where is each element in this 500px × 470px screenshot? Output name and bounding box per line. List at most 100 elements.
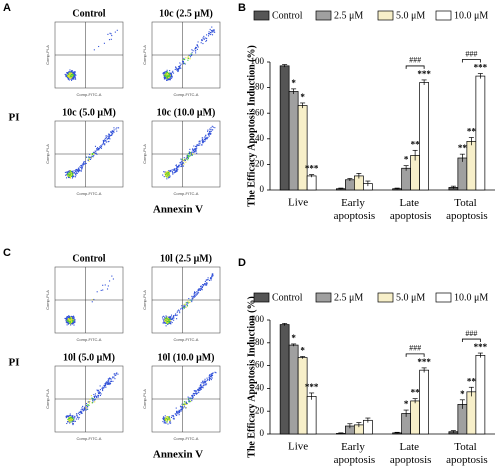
- dot: [214, 31, 216, 33]
- dot: [184, 403, 186, 405]
- dot: [192, 296, 195, 298]
- dot: [200, 144, 202, 146]
- dot: [106, 138, 108, 140]
- dot: [70, 71, 72, 73]
- dot: [196, 48, 198, 50]
- dot: [174, 68, 176, 71]
- dot: [192, 149, 195, 152]
- dot: [93, 155, 95, 157]
- dot: [177, 166, 179, 168]
- dot: [72, 323, 74, 325]
- dot: [94, 395, 96, 397]
- dot: [195, 150, 197, 152]
- dot: [205, 137, 208, 139]
- dot: [65, 177, 68, 179]
- plot-title: 10l (10.0 μM): [157, 352, 214, 363]
- dot: [193, 145, 195, 147]
- dot: [201, 140, 203, 142]
- dot: [201, 39, 204, 41]
- dot: [197, 389, 199, 392]
- dot: [167, 77, 170, 79]
- dot: [185, 403, 187, 405]
- dot: [203, 37, 205, 39]
- dot: [163, 422, 165, 424]
- dot: [72, 420, 74, 422]
- dot: [211, 34, 214, 36]
- dot: [70, 73, 72, 75]
- dot: [176, 68, 179, 70]
- bracket: [461, 59, 481, 63]
- axis-title: The Efficacy Apoptosis Induction (%): [246, 45, 257, 207]
- dot: [111, 134, 113, 136]
- legend-label: 2.5 μM: [334, 292, 363, 303]
- dot: [69, 174, 71, 177]
- dot: [102, 390, 104, 392]
- dot: [68, 316, 70, 318]
- dot: [65, 321, 68, 323]
- dot: [183, 304, 185, 306]
- error-bar: [347, 423, 353, 429]
- dot: [82, 409, 84, 411]
- dot: [162, 318, 164, 320]
- dot: [169, 72, 172, 75]
- dot: [93, 396, 96, 399]
- dot: [104, 144, 106, 146]
- dot: [165, 417, 167, 419]
- significance: *: [300, 346, 305, 356]
- dot: [179, 310, 181, 312]
- bracket-label: ###: [465, 49, 477, 58]
- dot: [71, 420, 73, 422]
- dot: [81, 166, 83, 168]
- dot: [72, 175, 74, 177]
- dot: [168, 172, 170, 174]
- dot: [167, 77, 169, 80]
- dot: [74, 78, 76, 80]
- dot: [86, 406, 88, 408]
- dot: [165, 174, 167, 176]
- dot: [206, 379, 208, 382]
- dot: [166, 321, 168, 324]
- dot: [118, 127, 120, 129]
- dot: [75, 413, 78, 415]
- dot: [201, 289, 203, 291]
- dot: [72, 316, 74, 318]
- dot: [172, 70, 174, 72]
- dot: [78, 170, 81, 172]
- dot: [165, 317, 167, 319]
- dot: [70, 175, 72, 177]
- dot: [68, 420, 70, 422]
- dot: [81, 407, 83, 409]
- dot: [166, 75, 168, 77]
- dot: [167, 171, 170, 174]
- dot: [186, 403, 188, 405]
- dot: [70, 75, 72, 78]
- dot: [98, 149, 100, 151]
- dot: [71, 75, 73, 77]
- dot: [84, 161, 86, 163]
- dot: [72, 319, 74, 321]
- dot: [183, 306, 185, 308]
- dot: [74, 77, 76, 79]
- dot: [201, 287, 203, 289]
- dot: [74, 74, 76, 76]
- dot: [202, 387, 204, 389]
- dot: [203, 380, 205, 382]
- bar: [401, 167, 411, 191]
- dot: [86, 407, 88, 409]
- dot: [80, 164, 82, 167]
- dot: [71, 75, 73, 78]
- dot: [166, 416, 168, 418]
- dot: [92, 299, 94, 301]
- dot: [191, 400, 193, 402]
- dot: [190, 398, 192, 400]
- dot: [169, 322, 171, 325]
- dot: [67, 316, 69, 318]
- panel-label: A: [3, 2, 11, 14]
- dot: [166, 317, 168, 319]
- dot: [97, 148, 100, 150]
- dot: [169, 321, 171, 323]
- dot: [114, 378, 116, 380]
- dot: [68, 315, 70, 317]
- dot: [196, 144, 198, 146]
- dot: [192, 50, 194, 52]
